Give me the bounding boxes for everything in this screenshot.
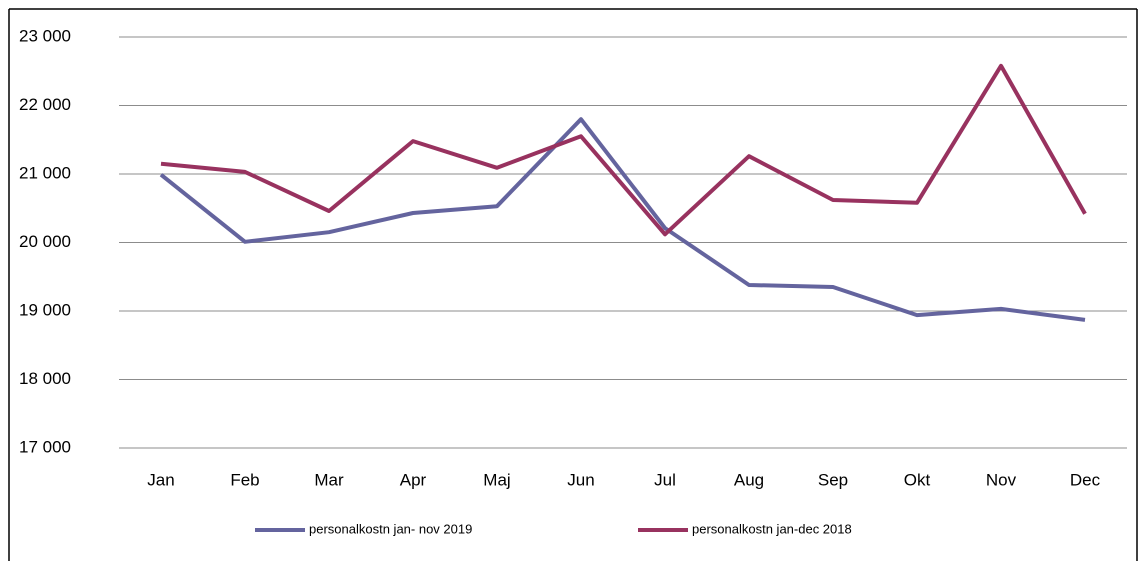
y-tick-label: 17 000 <box>19 437 71 456</box>
legend-label: personalkostn jan-dec 2018 <box>692 521 852 536</box>
x-tick-label: Jul <box>654 470 676 489</box>
series-line <box>159 117 1086 322</box>
x-tick-label: Sep <box>818 470 848 489</box>
y-tick-label: 19 000 <box>19 300 71 319</box>
y-tick-label: 21 000 <box>19 163 71 182</box>
x-tick-label: Aug <box>734 470 764 489</box>
y-tick-label: 20 000 <box>19 232 71 251</box>
y-tick-label: 18 000 <box>19 369 71 388</box>
x-tick-label: Okt <box>904 470 931 489</box>
x-tick-label: Maj <box>483 470 510 489</box>
y-tick-label: 22 000 <box>19 95 71 114</box>
x-tick-label: Jan <box>147 470 174 489</box>
x-tick-label: Feb <box>230 470 259 489</box>
y-tick-label: 23 000 <box>19 26 71 45</box>
x-tick-label: Dec <box>1070 470 1101 489</box>
series-line <box>160 63 1087 237</box>
x-tick-label: Apr <box>400 470 427 489</box>
legend-label: personalkostn jan- nov 2019 <box>309 521 472 536</box>
x-tick-label: Nov <box>986 470 1017 489</box>
x-tick-label: Mar <box>314 470 344 489</box>
x-tick-label: Jun <box>567 470 594 489</box>
